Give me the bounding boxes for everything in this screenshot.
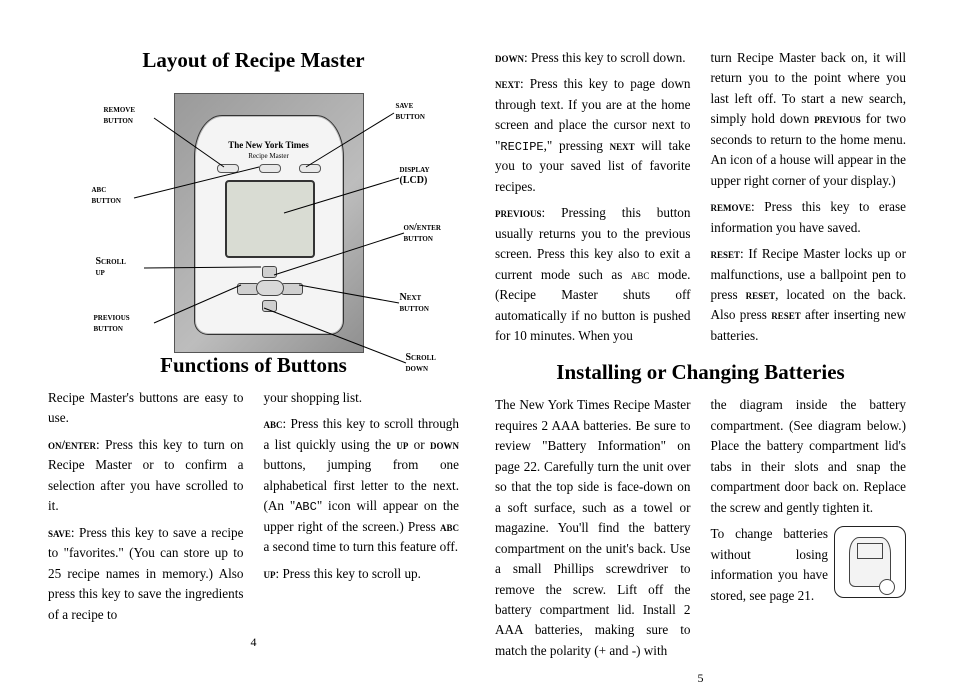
page-number-left: 4: [48, 635, 459, 650]
device-subtitle: Recipe Master: [195, 152, 343, 160]
right-top-columns: down: Press this key to scroll down. nex…: [495, 48, 906, 352]
body-text: previous: Pressing this button usually r…: [495, 203, 691, 346]
body-text: abc: Press this key to scroll through a …: [264, 414, 460, 557]
device-dpad: [237, 266, 303, 312]
label-next: Nextbutton: [400, 293, 429, 314]
label-remove: removebutton: [104, 105, 136, 126]
left-col-2: your shopping list. abc: Press this key …: [264, 388, 460, 631]
label-previous: previousbutton: [94, 313, 130, 334]
label-scroll-down: Scrolldown: [406, 353, 436, 374]
device-top-button-right: [299, 164, 321, 173]
dpad-up: [262, 266, 277, 278]
body-text: save: Press this key to save a recipe to…: [48, 523, 244, 625]
right-bottom-columns: The New York Times Recipe Master require…: [495, 395, 906, 667]
device-diagram: The New York Times Recipe Master: [64, 83, 444, 339]
body-text: up: Press this key to scroll up.: [264, 564, 460, 584]
body-text: on/enter: Press this key to turn on Reci…: [48, 435, 244, 517]
label-save: savebutton: [396, 101, 425, 122]
layout-heading: Layout of Recipe Master: [48, 48, 459, 73]
dpad-down: [262, 300, 277, 312]
left-col-1: Recipe Master's buttons are easy to use.…: [48, 388, 244, 631]
device-brand: The New York Times: [195, 140, 343, 150]
device-top-button-center: [259, 164, 281, 173]
right-top-col-1: down: Press this key to scroll down. nex…: [495, 48, 691, 352]
right-bot-col-2: the diagram inside the battery compartme…: [711, 395, 907, 667]
label-abc: abcbutton: [92, 185, 121, 206]
body-text: down: Press this key to scroll down.: [495, 48, 691, 68]
body-text: your shopping list.: [264, 388, 460, 408]
batteries-heading: Installing or Changing Batteries: [495, 360, 906, 385]
body-text: reset: If Recipe Master locks up or malf…: [711, 244, 907, 346]
left-text-columns: Recipe Master's buttons are easy to use.…: [48, 388, 459, 631]
device-top-button-left: [217, 164, 239, 173]
label-scroll-up: Scrollup: [96, 257, 126, 278]
device-outline: The New York Times Recipe Master: [194, 115, 344, 335]
device-screen: [225, 180, 315, 258]
page-left: Layout of Recipe Master The New York Tim…: [30, 48, 477, 650]
body-text: Recipe Master's buttons are easy to use.: [48, 388, 244, 429]
battery-diagram-icon: [834, 526, 906, 598]
dpad-center: [256, 280, 284, 296]
functions-heading: Functions of Buttons: [48, 353, 459, 378]
body-text: the diagram inside the battery compartme…: [711, 395, 907, 518]
body-text: next: Press this key to page down throug…: [495, 74, 691, 197]
right-top-col-2: turn Recipe Master back on, it will retu…: [711, 48, 907, 352]
label-on-enter: on/enterbutton: [404, 223, 441, 244]
body-text: turn Recipe Master back on, it will retu…: [711, 48, 907, 191]
page-right: down: Press this key to scroll down. nex…: [477, 48, 924, 650]
body-text: remove: Press this key to erase informat…: [711, 197, 907, 238]
label-display: display(LCD): [400, 165, 430, 186]
body-text: The New York Times Recipe Master require…: [495, 395, 691, 661]
dpad-right: [281, 283, 303, 295]
page-number-right: 5: [495, 671, 906, 686]
body-text: To change batteries without losing infor…: [711, 524, 907, 606]
right-bot-col-1: The New York Times Recipe Master require…: [495, 395, 691, 667]
